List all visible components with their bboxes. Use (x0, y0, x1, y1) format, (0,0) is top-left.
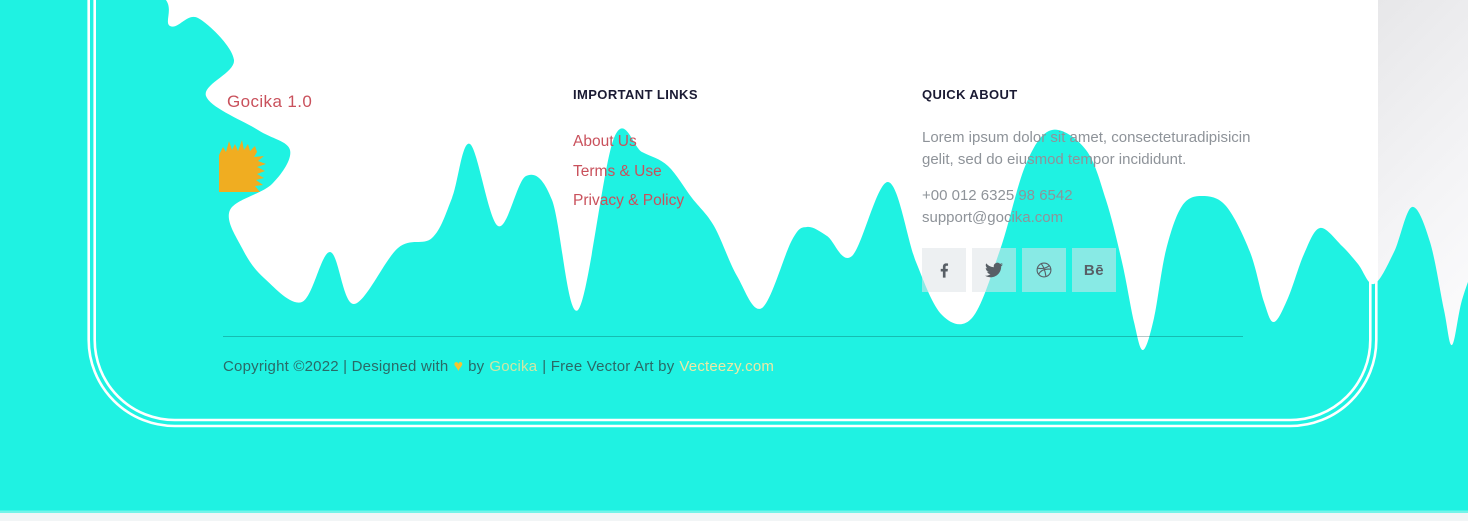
brand-splash-icon (219, 140, 266, 192)
links-section-title: IMPORTANT LINKS (573, 87, 698, 102)
about-section-title: QUICK ABOUT (922, 87, 1018, 102)
copyright-by: by (468, 358, 485, 375)
footer-link-terms[interactable]: Terms & Use (573, 162, 662, 180)
copyright-separator: | Free Vector Art by (542, 358, 675, 375)
social-buttons-row: Bē (922, 248, 1254, 292)
behance-button[interactable]: Bē (1072, 248, 1116, 292)
dribbble-icon (1036, 262, 1052, 278)
behance-icon: Bē (1083, 261, 1105, 279)
copyright-text: Copyright ©2022 | Designed with ♥ by Gocika… (223, 358, 779, 376)
email-address[interactable]: support@gocika.com (922, 209, 1064, 226)
bottom-edge-highlight (0, 510, 1468, 513)
vecteezy-link[interactable]: Vecteezy.com (679, 358, 775, 375)
copyright-prefix: Copyright ©2022 | Designed with (223, 358, 449, 375)
facebook-button[interactable] (922, 248, 966, 292)
divider-line (223, 336, 1243, 337)
dribbble-button[interactable] (1022, 248, 1066, 292)
links-column: IMPORTANT LINKS About Us Terms & Use Pri… (573, 87, 698, 216)
phone-number[interactable]: +00 012 6325 98 6542 (922, 187, 1073, 204)
facebook-icon (940, 262, 948, 278)
contact-block: +00 012 6325 98 6542 support@gocika.com (922, 185, 1254, 229)
gocika-link[interactable]: Gocika (489, 358, 538, 375)
heart-icon: ♥ (453, 358, 464, 375)
about-column: QUICK ABOUT Lorem ipsum dolor sit amet, … (922, 87, 1254, 292)
footer-link-about-us[interactable]: About Us (573, 133, 637, 150)
twitter-button[interactable] (972, 248, 1016, 292)
footer-link-privacy[interactable]: Privacy & Policy (573, 192, 685, 209)
page-bottom-strip (0, 513, 1468, 521)
about-description: Lorem ipsum dolor sit amet, consectetura… (922, 129, 1251, 168)
links-list: About Us Terms & Use Privacy & Policy (573, 127, 698, 216)
brand-logo-text[interactable]: Gocika 1.0 (227, 92, 313, 111)
twitter-icon (985, 262, 1003, 278)
